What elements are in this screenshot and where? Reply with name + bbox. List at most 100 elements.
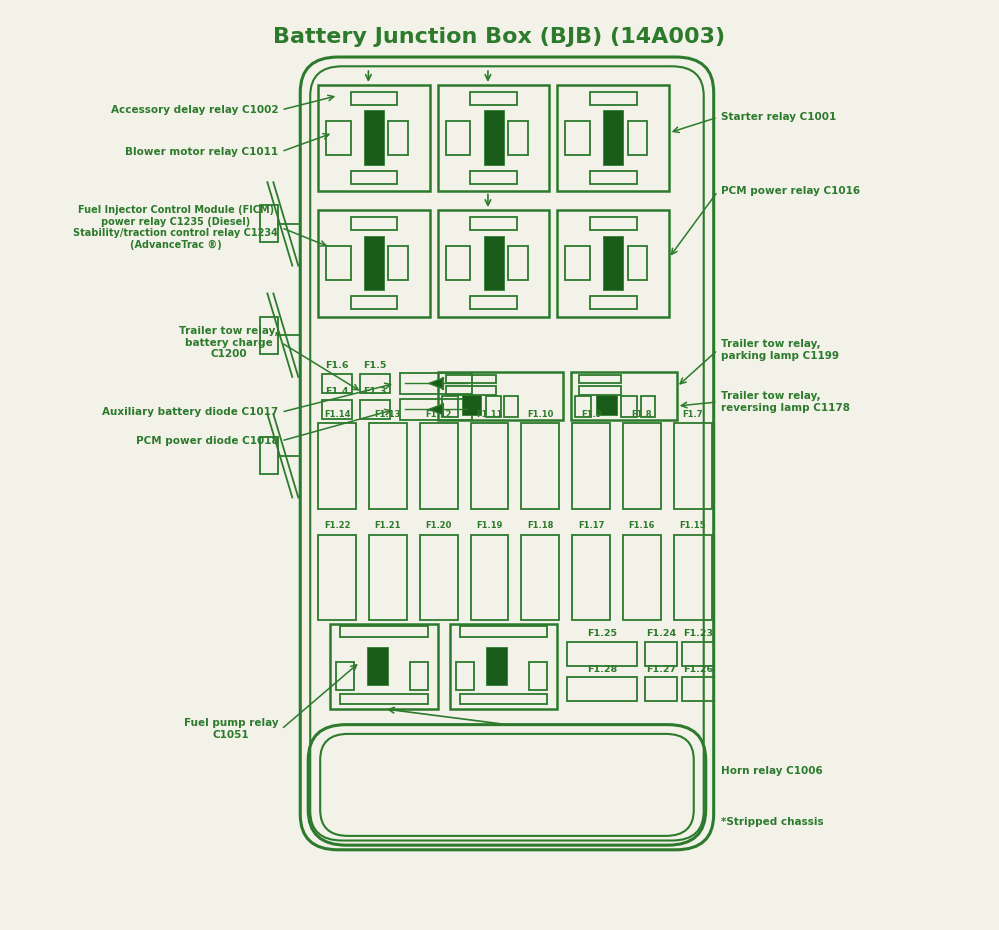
Bar bbox=[463, 396, 481, 415]
Bar bbox=[623, 535, 661, 620]
Bar bbox=[485, 112, 503, 165]
Text: Fuel Injector Control Module (FICM)
power relay C1235 (Diesel)
Stability/tractio: Fuel Injector Control Module (FICM) powe… bbox=[74, 206, 279, 250]
Bar bbox=[578, 375, 621, 383]
Bar bbox=[572, 423, 610, 509]
Bar bbox=[446, 375, 496, 383]
Bar bbox=[565, 246, 589, 280]
Bar bbox=[471, 423, 508, 509]
Bar bbox=[604, 236, 623, 290]
Bar bbox=[623, 423, 661, 509]
Text: PCM power diode C1018: PCM power diode C1018 bbox=[136, 436, 279, 445]
Text: Starter relay C1001: Starter relay C1001 bbox=[720, 113, 836, 122]
Bar bbox=[578, 386, 621, 394]
Bar bbox=[330, 623, 438, 709]
Bar bbox=[572, 535, 610, 620]
Text: F1.23: F1.23 bbox=[682, 630, 712, 638]
Bar bbox=[438, 85, 549, 192]
Bar bbox=[627, 246, 647, 280]
Bar bbox=[319, 85, 430, 192]
Text: Fuel pump relay
C1051: Fuel pump relay C1051 bbox=[184, 719, 279, 740]
Bar bbox=[261, 437, 279, 474]
Bar bbox=[521, 423, 559, 509]
Text: F1.26: F1.26 bbox=[682, 665, 713, 673]
Bar bbox=[508, 121, 527, 155]
Bar bbox=[336, 662, 354, 690]
Bar bbox=[604, 112, 623, 165]
Bar bbox=[567, 642, 637, 666]
Bar bbox=[529, 662, 547, 690]
Polygon shape bbox=[429, 405, 443, 415]
Bar bbox=[438, 210, 549, 316]
Bar bbox=[557, 210, 669, 316]
Bar bbox=[446, 386, 496, 394]
Bar bbox=[326, 121, 351, 155]
Bar bbox=[365, 236, 384, 290]
Bar bbox=[456, 662, 474, 690]
Text: F1.16: F1.16 bbox=[628, 521, 655, 530]
Text: Horn relay C1006: Horn relay C1006 bbox=[720, 766, 822, 776]
Text: F1.12: F1.12 bbox=[426, 409, 452, 418]
Text: F1.25: F1.25 bbox=[587, 630, 617, 638]
Bar bbox=[589, 218, 636, 231]
Bar bbox=[521, 535, 559, 620]
Text: Accessory delay relay C1002: Accessory delay relay C1002 bbox=[111, 105, 279, 115]
Text: F1.14: F1.14 bbox=[324, 409, 351, 418]
Text: F1.11: F1.11 bbox=[477, 409, 502, 418]
Bar bbox=[351, 171, 398, 184]
Bar bbox=[446, 246, 471, 280]
Text: Trailer tow relay,
parking lamp C1199: Trailer tow relay, parking lamp C1199 bbox=[720, 339, 839, 361]
Bar bbox=[604, 236, 623, 290]
Bar bbox=[620, 396, 636, 417]
Text: Trailer tow relay,
battery charge
C1200: Trailer tow relay, battery charge C1200 bbox=[179, 326, 279, 359]
Bar bbox=[389, 246, 409, 280]
Bar bbox=[645, 677, 677, 701]
Bar bbox=[410, 662, 428, 690]
Bar bbox=[340, 626, 428, 636]
Bar bbox=[351, 297, 398, 310]
Text: F1.20: F1.20 bbox=[426, 521, 452, 530]
Text: F1.28: F1.28 bbox=[587, 665, 617, 673]
Bar bbox=[438, 372, 562, 420]
Bar bbox=[365, 236, 384, 290]
Bar bbox=[450, 623, 557, 709]
Text: F1.7: F1.7 bbox=[682, 409, 703, 418]
Bar bbox=[319, 210, 430, 316]
Bar bbox=[460, 626, 547, 636]
Bar bbox=[463, 396, 481, 415]
Text: F1.6: F1.6 bbox=[326, 362, 349, 370]
Bar bbox=[261, 316, 279, 353]
Bar bbox=[322, 400, 352, 418]
Bar bbox=[565, 121, 589, 155]
Bar bbox=[681, 642, 713, 666]
Bar bbox=[420, 535, 458, 620]
Bar bbox=[485, 112, 503, 165]
Text: F1.13: F1.13 bbox=[375, 409, 402, 418]
Text: F1.8: F1.8 bbox=[631, 409, 652, 418]
Text: F1.17: F1.17 bbox=[578, 521, 604, 530]
Bar bbox=[596, 396, 616, 415]
Bar bbox=[326, 246, 351, 280]
Bar bbox=[508, 246, 527, 280]
Bar bbox=[471, 297, 516, 310]
Bar bbox=[351, 92, 398, 105]
Text: F1.4: F1.4 bbox=[326, 388, 349, 396]
Text: F1.19: F1.19 bbox=[477, 521, 502, 530]
Bar bbox=[365, 112, 384, 165]
Text: F1.15: F1.15 bbox=[679, 521, 706, 530]
Bar bbox=[681, 677, 713, 701]
Text: Blower motor relay C1011: Blower motor relay C1011 bbox=[125, 147, 279, 156]
Bar bbox=[674, 535, 711, 620]
Bar bbox=[471, 92, 516, 105]
Text: F1.3: F1.3 bbox=[364, 388, 387, 396]
Bar bbox=[485, 236, 503, 290]
Bar bbox=[322, 374, 352, 392]
Bar bbox=[604, 112, 623, 165]
Bar bbox=[589, 297, 636, 310]
Text: F1.24: F1.24 bbox=[645, 630, 676, 638]
Bar bbox=[319, 423, 356, 509]
Bar bbox=[319, 535, 356, 620]
Bar bbox=[369, 535, 407, 620]
Bar bbox=[389, 121, 409, 155]
Bar bbox=[488, 647, 507, 684]
Bar bbox=[460, 694, 547, 704]
